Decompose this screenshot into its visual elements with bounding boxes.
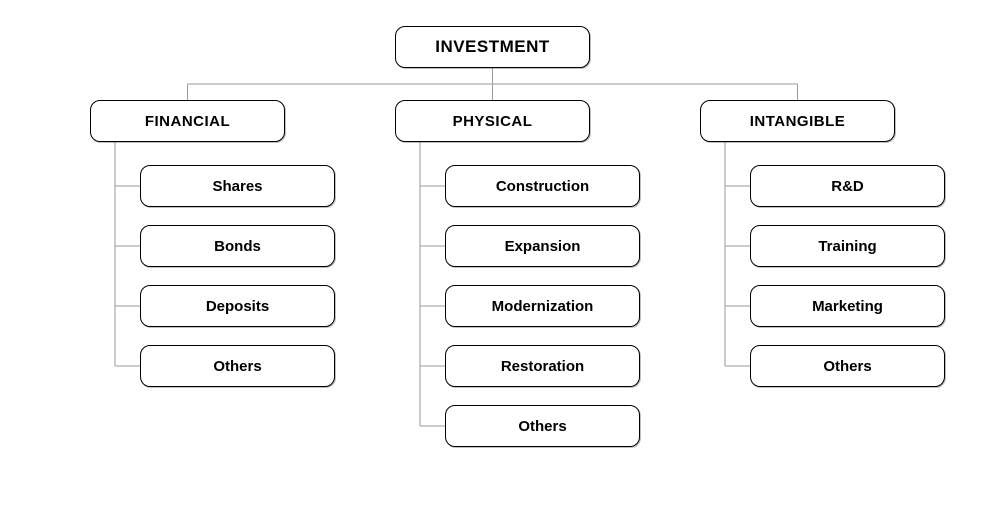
node-leaf-physical-0: Construction [445,165,640,207]
node-leaf-physical-1: Expansion [445,225,640,267]
node-leaf-intangible-3: Others [750,345,945,387]
node-root-investment: INVESTMENT [395,26,590,68]
node-category-intangible: INTANGIBLE [700,100,895,142]
node-leaf-financial-3: Others [140,345,335,387]
node-leaf-physical-3: Restoration [445,345,640,387]
node-category-financial: FINANCIAL [90,100,285,142]
node-leaf-physical-4: Others [445,405,640,447]
node-leaf-intangible-1: Training [750,225,945,267]
node-leaf-intangible-0: R&D [750,165,945,207]
node-leaf-intangible-2: Marketing [750,285,945,327]
node-leaf-financial-0: Shares [140,165,335,207]
node-leaf-financial-1: Bonds [140,225,335,267]
node-leaf-physical-2: Modernization [445,285,640,327]
node-category-physical: PHYSICAL [395,100,590,142]
node-leaf-financial-2: Deposits [140,285,335,327]
